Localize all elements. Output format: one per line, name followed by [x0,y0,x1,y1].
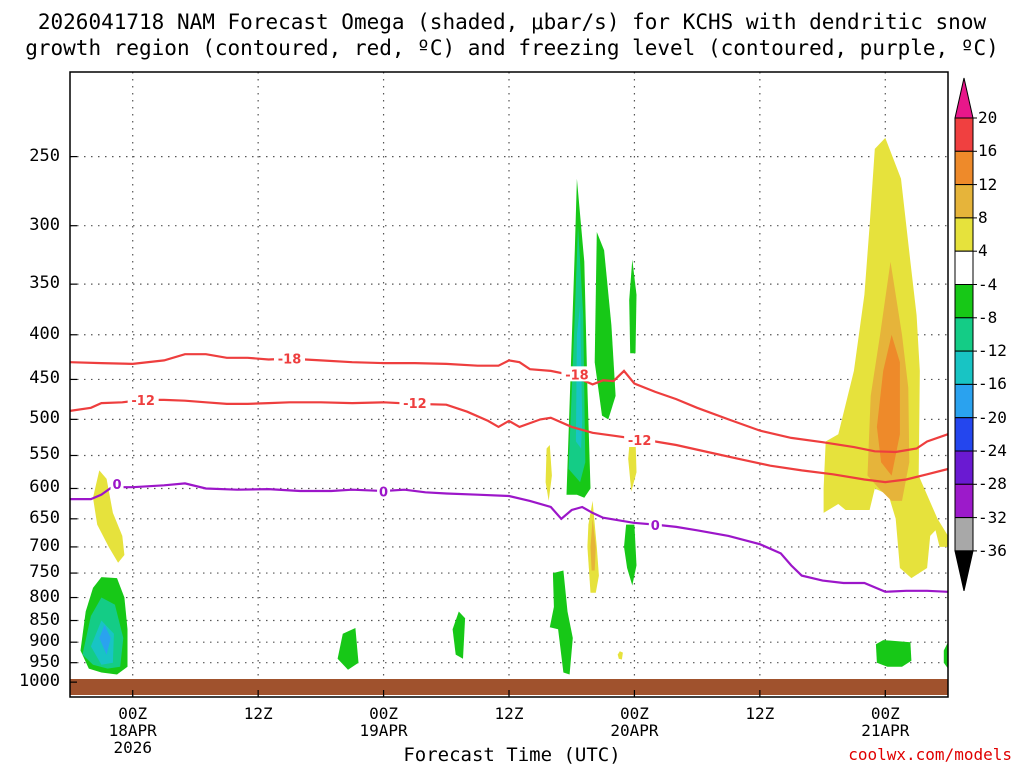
colorbar-segment [954,483,974,519]
contour-label-bg [274,350,305,366]
colorbar-segment [954,383,974,419]
y-tick-label: 250 [29,145,60,166]
colorbar-tick-label: -16 [978,374,1007,394]
contour-label: -12 [628,434,652,449]
contour-label: 0 [651,519,660,534]
x-tick-label: 12Z [745,704,775,723]
x-axis-title: Forecast Time (UTC) [403,744,621,766]
colorbar-segment [954,417,974,452]
colorbar-tick-label: -20 [978,407,1007,427]
colorbar-bottom-arrow [954,550,974,592]
contour-label-bg [127,391,159,407]
colorbar-tick-label: 20 [978,108,998,127]
omega-shade-region [629,259,637,354]
contour-label: -12 [131,394,155,409]
omega-shade-region [99,625,111,655]
omega-shading [80,137,948,675]
x-tick-label: 00Z 20APR [610,704,659,740]
contour-lines: -18 -18 -12 -12 -12 0 0 0 [69,350,949,593]
y-tick-label: 700 [29,535,60,556]
x-tick-label: 12Z [494,704,524,723]
ground-strip [70,679,948,695]
colorbar-segment [954,217,974,252]
colorbar-segment [954,317,974,352]
omega-shade-region [549,570,573,675]
x-tick-label: 12Z [243,704,273,723]
contour-label-bg [110,476,124,492]
contour-label-bg [648,517,662,533]
plot-frame [69,71,949,698]
colorbar-tick-label: -36 [978,540,1007,560]
colorbar-tick-label: -24 [978,441,1007,460]
contour-label: -18 [565,368,589,383]
colorbar-tick-label: -4 [978,274,998,294]
contour-label: 0 [379,486,388,501]
colorbar [954,77,977,592]
colorbar-tick-label: 16 [978,141,998,161]
omega-shade-region [93,470,125,563]
omega-shade-region [876,334,900,476]
y-tick-label: 450 [29,368,60,389]
y-tick-label: 550 [29,444,60,465]
contour-label-bg [377,483,391,499]
omega-shade-region [452,611,466,659]
colorbar-segment [954,117,974,152]
omega-shade-region [617,651,623,660]
colorbar-tick-label: 12 [978,174,998,194]
colorbar-segment [954,250,974,285]
contour-label: 0 [113,478,122,493]
colorbar-top-arrow [954,77,974,119]
site-credit: coolwx.com/models [848,745,1012,764]
chart-title-line-2: growth region (contoured, red, ºC) and f… [25,36,999,60]
plot-border [69,71,949,698]
contour-label-bg [624,432,656,448]
colorbar-tick-label: 8 [978,207,988,227]
y-tick-label: 750 [29,562,60,583]
colorbar-tick-label: -28 [978,474,1007,494]
grid-lines [70,72,948,697]
y-tick-label: 350 [29,273,60,294]
y-tick-label: 900 [29,631,60,652]
colorbar-tick-label: -32 [978,507,1007,527]
y-tick-label: 600 [29,477,60,498]
y-tick-label: 500 [29,408,60,429]
y-tick-label: 650 [29,507,60,528]
colorbar-segment [954,517,974,552]
contour--18 [69,353,949,454]
colorbar-tick-label: 4 [978,241,988,261]
y-tick-label: 950 [29,651,60,672]
omega-shade-region [624,524,637,586]
omega-shade-region [594,232,616,420]
colorbar-segment [954,184,974,219]
x-tick-label: 00Z 18APR 2026 [108,704,157,757]
contour-label: -18 [278,353,302,368]
y-tick-label: 400 [29,323,60,344]
y-tick-label: 850 [29,609,60,630]
contour-label: -12 [403,397,427,412]
omega-shade-region [337,628,359,670]
omega-shade-region [628,434,637,492]
contour-label-bg [399,395,431,411]
omega-shade-region [943,642,948,669]
y-tick-label: 800 [29,586,60,607]
colorbar-segment [954,450,974,485]
y-tick-label: 300 [29,214,60,235]
chart-title-line-1: 2026041718 NAM Forecast Omega (shaded, μ… [37,10,987,34]
colorbar-tick-label: -8 [978,307,998,327]
omega-shade-region [590,518,596,571]
x-tick-label: 00Z 19APR [359,704,408,740]
colorbar-segment [954,150,974,186]
omega-shade-region [875,640,912,667]
colorbar-segment [954,350,974,385]
ground-surface [70,679,948,695]
contour-label-bg [561,366,593,382]
y-tick-label: 1000 [19,671,60,692]
omega-shade-region [545,445,552,501]
contour-0 [70,482,949,593]
x-tick-label: 00Z 21APR [861,704,910,740]
colorbar-segment [954,284,974,319]
contour--12 [69,398,949,484]
colorbar-tick-label: -12 [978,341,1007,361]
